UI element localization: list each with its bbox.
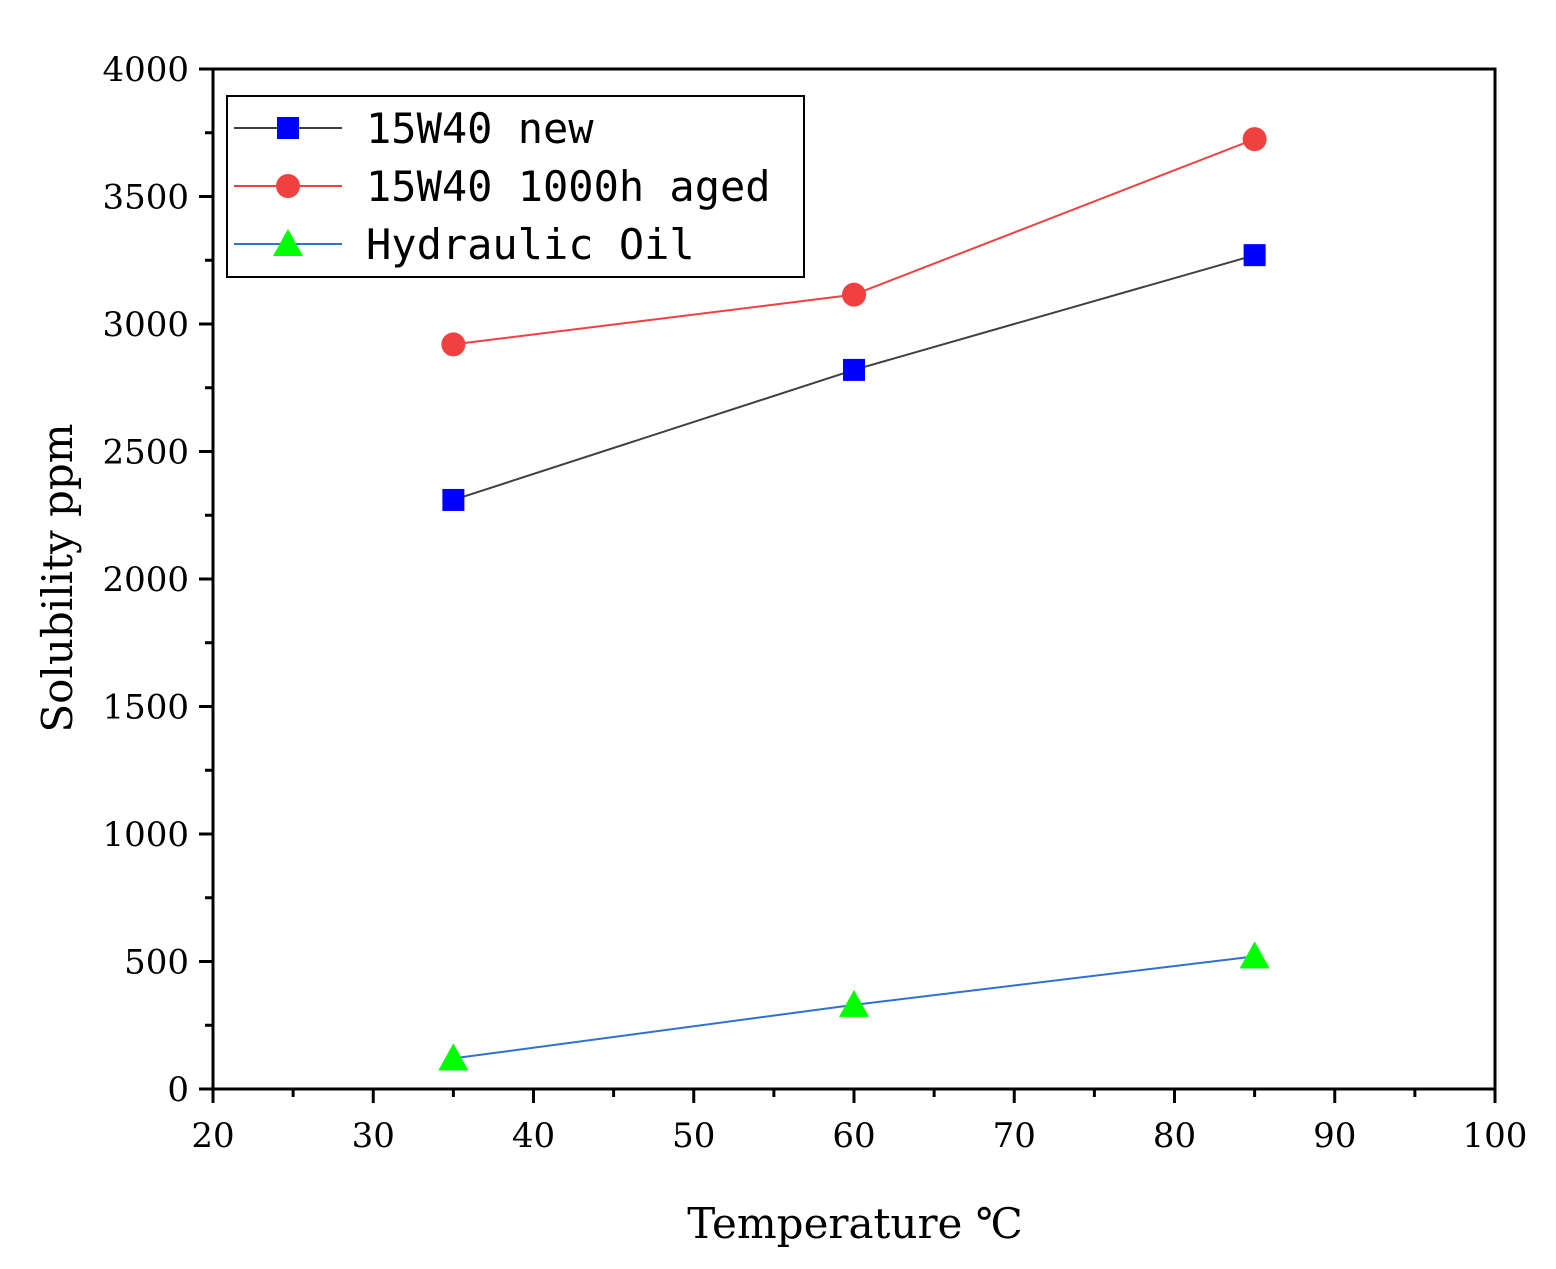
data-point-square <box>442 488 465 511</box>
data-point-square <box>1243 244 1266 267</box>
y-tick-label: 2000 <box>102 560 189 600</box>
y-tick-label: 500 <box>124 943 189 983</box>
y-tick-label: 3000 <box>102 305 189 345</box>
legend-marker-triangle <box>273 229 303 256</box>
series-layer <box>438 127 1270 1071</box>
data-point-circle <box>1242 127 1267 152</box>
data-point-square <box>843 358 865 381</box>
data-point-circle <box>842 282 866 307</box>
y-axis-title: Solubility ppm <box>33 423 82 732</box>
y-tick-label: 0 <box>167 1070 189 1110</box>
legend-marker-circle <box>276 174 300 198</box>
x-tick-label: 60 <box>832 1116 875 1156</box>
legend: 15W40 new 15W40 1000h aged Hydraulic Oil <box>226 95 805 278</box>
x-tick-label: 80 <box>1153 1116 1196 1156</box>
x-tick-label: 90 <box>1313 1116 1356 1156</box>
x-tick-label: 20 <box>191 1116 234 1156</box>
data-point-triangle <box>839 989 869 1017</box>
legend-marker-square <box>277 117 299 139</box>
x-tick-label: 30 <box>352 1116 395 1156</box>
y-tick-label: 1500 <box>102 688 189 728</box>
data-point-circle <box>441 332 466 357</box>
y-tick-label: 3500 <box>102 178 189 218</box>
x-tick-label: 70 <box>993 1116 1036 1156</box>
y-tick-label: 4000 <box>102 50 189 90</box>
x-tick-label: 40 <box>512 1116 555 1156</box>
x-tick-label: 100 <box>1463 1116 1528 1156</box>
y-tick-label: 1000 <box>102 815 189 855</box>
y-tick-label: 2500 <box>102 433 189 473</box>
legend-label: 15W40 new <box>366 104 594 153</box>
legend-label: Hydraulic Oil <box>366 220 695 269</box>
ticks-layer: 20 30 40 50 60 70 80 90 100050010001500200025003… <box>102 50 1527 1156</box>
data-point-triangle <box>1239 941 1270 969</box>
x-axis-title: Temperature ℃ <box>687 1199 1023 1248</box>
data-point-triangle <box>438 1043 469 1071</box>
x-tick-label: 50 <box>672 1116 715 1156</box>
legend-label: 15W40 1000h aged <box>366 162 771 211</box>
